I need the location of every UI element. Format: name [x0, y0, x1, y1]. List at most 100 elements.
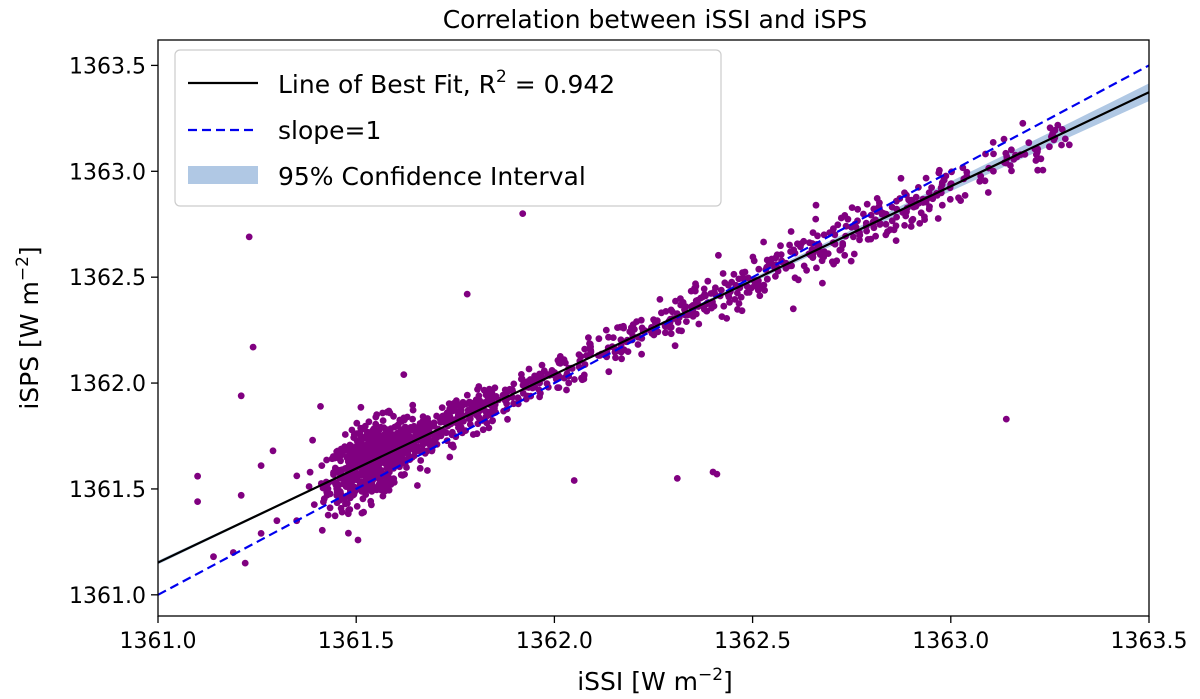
data-point	[922, 174, 930, 182]
data-point	[453, 402, 460, 410]
data-point	[363, 472, 370, 480]
data-point	[938, 201, 946, 209]
data-point	[848, 204, 856, 212]
data-point	[409, 401, 417, 409]
data-point	[318, 462, 326, 469]
data-point	[880, 210, 887, 217]
data-point	[210, 553, 217, 561]
data-point	[518, 371, 525, 378]
data-point	[385, 438, 393, 445]
data-point	[1058, 141, 1065, 149]
data-point	[678, 327, 685, 335]
legend-band-label: 95% Confidence Interval	[278, 162, 586, 191]
legend-fit-label: Line of Best Fit, R2 = 0.942	[278, 67, 615, 99]
data-point	[472, 396, 480, 404]
data-point	[333, 448, 341, 455]
data-point	[667, 330, 675, 338]
data-point	[413, 444, 420, 452]
data-point	[713, 470, 721, 478]
data-point	[735, 300, 743, 307]
data-point	[405, 431, 413, 439]
data-point	[310, 501, 318, 508]
data-point	[353, 503, 361, 510]
data-point	[379, 409, 386, 417]
data-point	[712, 284, 719, 292]
data-point	[683, 318, 690, 325]
data-point	[813, 264, 820, 272]
data-point	[901, 222, 908, 229]
data-point	[510, 400, 517, 408]
data-point	[942, 172, 950, 180]
data-point	[984, 189, 992, 196]
data-point	[602, 326, 610, 334]
data-point	[831, 231, 839, 239]
data-point	[293, 472, 301, 480]
data-point	[333, 485, 341, 493]
data-point	[486, 411, 493, 419]
x-axis-ticks: 1361.0 1361.5 1362.0 1362.5 1363.0 1363.5	[120, 616, 1187, 654]
data-point	[237, 491, 245, 499]
slope-one-line	[158, 64, 1149, 596]
x-axis-label: iSSI [W m−2]	[577, 665, 733, 696]
data-point	[903, 208, 910, 216]
data-point	[373, 411, 381, 419]
plot-area	[158, 64, 1149, 596]
data-point	[377, 466, 385, 474]
data-point	[836, 246, 844, 254]
data-point	[309, 436, 316, 444]
data-point	[324, 511, 332, 519]
data-point	[719, 270, 727, 277]
data-point	[237, 392, 245, 400]
data-point	[917, 209, 925, 217]
data-point	[671, 342, 679, 350]
data-point	[760, 238, 767, 246]
data-point	[519, 210, 527, 218]
data-point	[863, 200, 871, 208]
data-point	[908, 217, 916, 225]
data-point	[345, 529, 352, 537]
data-point	[375, 485, 383, 493]
y-axis-label-main: iSPS [W m	[15, 281, 44, 409]
data-point	[976, 178, 984, 185]
data-point	[373, 434, 381, 442]
y-tick-label: 1363.5	[69, 54, 146, 79]
data-point	[728, 278, 736, 286]
data-point	[341, 431, 349, 438]
data-point	[818, 257, 826, 265]
x-axis-label-tail: ]	[723, 667, 733, 696]
data-point	[318, 526, 326, 534]
data-point	[581, 345, 589, 353]
data-point	[777, 251, 785, 258]
data-point	[656, 296, 664, 303]
data-point	[673, 475, 681, 482]
data-point	[417, 457, 425, 464]
data-point	[1061, 135, 1069, 143]
y-axis-label-sup: −2	[13, 256, 33, 281]
data-point	[759, 284, 766, 292]
data-point	[741, 268, 749, 276]
data-point	[797, 243, 804, 251]
data-point	[789, 305, 797, 313]
data-point	[890, 226, 898, 234]
data-point	[1008, 146, 1015, 154]
data-point	[925, 189, 933, 197]
data-point	[479, 426, 487, 434]
data-point	[717, 286, 725, 294]
data-point	[400, 371, 408, 378]
data-point	[854, 205, 862, 213]
data-point	[358, 509, 366, 517]
data-point	[338, 508, 346, 516]
data-point	[989, 139, 997, 146]
data-point	[637, 316, 645, 324]
data-point	[575, 351, 583, 358]
y-tick-label: 1361.5	[69, 478, 146, 503]
data-point	[682, 303, 690, 311]
data-point	[446, 405, 454, 413]
data-point	[957, 197, 964, 205]
data-point	[448, 429, 456, 437]
best-fit-line	[158, 91, 1149, 564]
data-point	[424, 467, 431, 474]
data-point	[916, 220, 924, 227]
legend-band-swatch	[188, 166, 258, 184]
data-point	[618, 355, 625, 363]
